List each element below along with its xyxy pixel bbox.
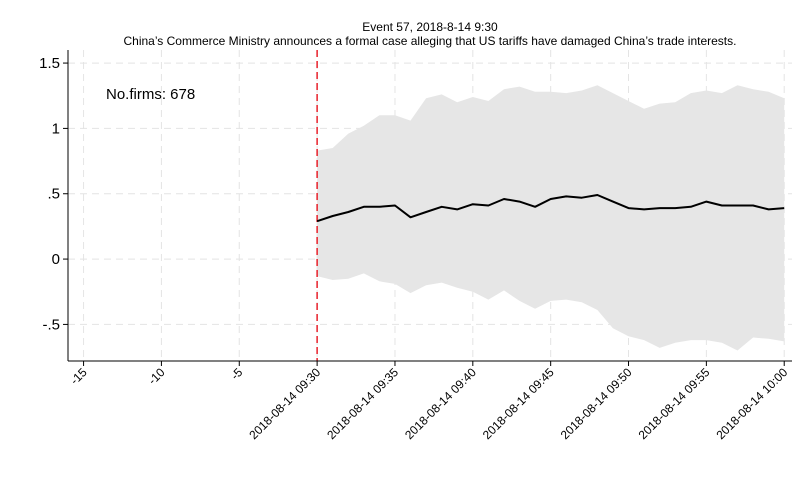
firm-count-annotation: No.firms: 678 [106,86,195,103]
y-tick-label-2: .5 [47,186,60,203]
y-tick-label-0: 1.5 [39,55,60,72]
x-tick-label-6: 2018-08-14 09:45 [480,365,557,442]
chart-subtitle: China’s Commerce Ministry announces a fo… [124,34,737,48]
y-tick-label-4: -.5 [42,316,60,333]
y-tick-label-1: 1 [52,120,60,137]
x-tick-label-8: 2018-08-14 09:55 [636,365,713,442]
estimate-line [316,194,785,223]
series-line-layer [316,194,785,223]
chart-title: Event 57, 2018-8-14 9:30 [362,20,498,34]
x-tick-label-4: 2018-08-14 09:35 [324,365,401,442]
confidence-band-layer [317,85,785,351]
x-tick-label-2: -5 [228,365,246,383]
x-tick-label-7: 2018-08-14 09:50 [558,365,635,442]
y-tick-label-3: 0 [52,251,60,268]
x-tick-label-9: 2018-08-14 10:00 [713,365,790,442]
axes [63,50,792,366]
grid [68,50,792,361]
x-tick-label-5: 2018-08-14 09:40 [402,365,479,442]
x-tick-label-0: -15 [68,365,90,387]
x-tick-label-3: 2018-08-14 09:30 [246,365,323,442]
x-tick-label-1: -10 [145,365,167,387]
confidence-band [317,85,785,351]
